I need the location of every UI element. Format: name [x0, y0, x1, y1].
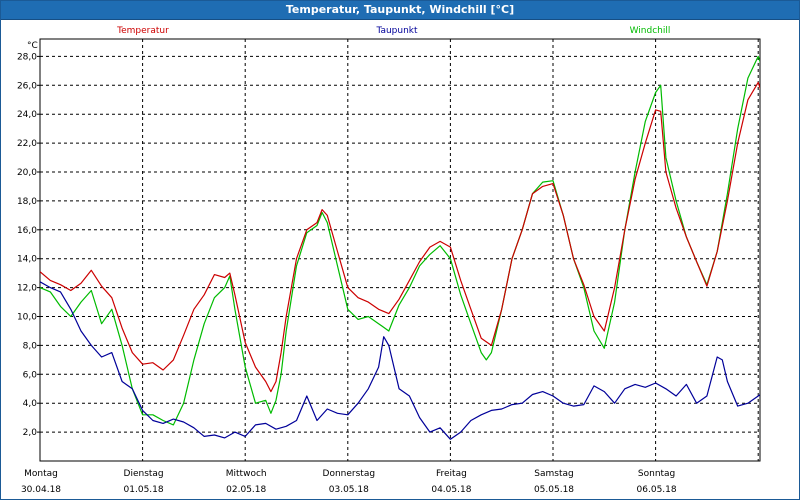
x-tick-day: Dienstag [124, 469, 164, 479]
series-line-taupunkt [40, 281, 760, 440]
x-tick-day: Samstag [534, 469, 573, 479]
x-tick-day: Mittwoch [226, 469, 267, 479]
legend-windchill: Windchill [630, 26, 671, 36]
x-tick-date: 04.05.18 [431, 485, 471, 495]
y-axis: 2,0 4,0 6,0 8,0 10,0 12,0 14,0 16,0 18,0 20,0 22,0… [17, 52, 40, 438]
grid-lines [40, 39, 760, 461]
legend-taupunkt: Taupunkt [375, 26, 418, 36]
y-tick-label: 10,0 [17, 313, 37, 323]
x-tick-date: 02.05.18 [226, 485, 266, 495]
x-tick-date: 01.05.18 [124, 485, 164, 495]
x-axis: Montag 30.04.18 Dienstag 01.05.18 Mittwoch 02… [21, 469, 677, 495]
x-tick-date: 05.05.18 [534, 485, 574, 495]
y-tick-label: 26,0 [17, 81, 37, 91]
title-bar: Temperatur, Taupunkt, Windchill [°C] [1, 1, 799, 20]
x-tick-date: 06.05.18 [637, 485, 677, 495]
y-tick-label: 24,0 [17, 110, 37, 120]
x-tick-day: Donnerstag [323, 469, 376, 479]
y-tick-label: 8,0 [23, 341, 38, 351]
y-tick-label: 28,0 [17, 52, 37, 62]
y-axis-unit: °C [27, 41, 38, 51]
series-line-windchill [40, 55, 760, 426]
x-tick-date: 30.04.18 [21, 485, 61, 495]
x-tick-day: Freitag [436, 469, 467, 479]
y-tick-label: 6,0 [23, 370, 38, 380]
y-tick-label: 22,0 [17, 139, 37, 149]
x-tick-day: Sonntag [638, 469, 675, 479]
legend-temperatur: Temperatur [116, 26, 169, 36]
x-tick-date: 03.05.18 [329, 485, 369, 495]
plot-area [39, 38, 761, 462]
legend: Temperatur Taupunkt Windchill [116, 26, 670, 36]
y-tick-label: 18,0 [17, 197, 37, 207]
series-line-temperatur [40, 81, 760, 393]
y-tick-label: 20,0 [17, 168, 37, 178]
y-tick-label: 12,0 [17, 284, 37, 294]
y-tick-label: 14,0 [17, 255, 37, 265]
x-tick-day: Montag [24, 469, 58, 479]
y-tick-label: 16,0 [17, 226, 37, 236]
y-tick-label: 4,0 [23, 399, 38, 409]
y-tick-label: 2,0 [23, 428, 38, 438]
window-title: Temperatur, Taupunkt, Windchill [°C] [285, 3, 515, 16]
series-lines [40, 55, 760, 440]
